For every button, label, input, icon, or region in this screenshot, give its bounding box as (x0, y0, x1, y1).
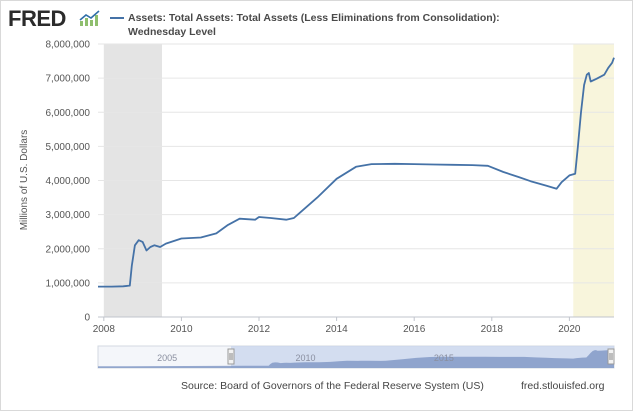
x-tick-label: 2018 (481, 324, 504, 335)
navigator-left-handle[interactable] (227, 348, 235, 365)
x-axis-ticks: 2008 2010 2012 2014 2016 2018 2020 (93, 317, 581, 335)
y-tick-label: 3,000,000 (46, 210, 91, 221)
navigator-series-area (98, 349, 614, 368)
navigator-tick-label: 2015 (434, 353, 454, 363)
x-tick-label: 2008 (93, 324, 116, 335)
legend-swatch (110, 17, 124, 19)
fred-url-link[interactable]: fred.stlouisfed.org (521, 380, 605, 392)
source-note: Source: Board of Governors of the Federa… (181, 380, 484, 392)
y-tick-label: 7,000,000 (46, 74, 91, 85)
y-tick-label: 5,000,000 (46, 142, 91, 153)
y-tick-label: 1,000,000 (46, 278, 91, 289)
legend-title-line1: Assets: Total Assets: Total Assets (Less… (128, 12, 500, 24)
navigator-tick-label: 2010 (295, 353, 315, 363)
y-tick-label: 8,000,000 (46, 40, 91, 51)
x-tick-label: 2014 (325, 324, 348, 335)
series-line-total-assets (98, 57, 615, 288)
y-axis-ticks: 0 1,000,000 2,000,000 3,000,000 4,000,000 5,0… (46, 40, 91, 324)
x-tick-label: 2020 (558, 324, 581, 335)
navigator-right-handle[interactable] (607, 348, 615, 365)
x-tick-label: 2012 (248, 324, 271, 335)
legend-title-line2: Wednesday Level (128, 26, 216, 38)
y-tick-label: 6,000,000 (46, 108, 91, 119)
range-navigator[interactable]: 2005 2010 2015 (97, 345, 615, 369)
chart-line-icon (79, 10, 100, 26)
y-tick-label: 2,000,000 (46, 244, 91, 255)
y-tick-label: 4,000,000 (46, 176, 91, 187)
fred-logo[interactable]: FRED (8, 6, 66, 31)
x-tick-label: 2010 (170, 324, 193, 335)
navigator-tick-label: 2005 (157, 353, 177, 363)
y-tick-label: 0 (84, 313, 90, 324)
legend-title: Assets: Total Assets: Total Assets (Less… (128, 11, 508, 39)
gridlines (98, 43, 614, 284)
x-tick-label: 2016 (403, 324, 426, 335)
navigator-ticks: 2005 2010 2015 (157, 353, 454, 363)
